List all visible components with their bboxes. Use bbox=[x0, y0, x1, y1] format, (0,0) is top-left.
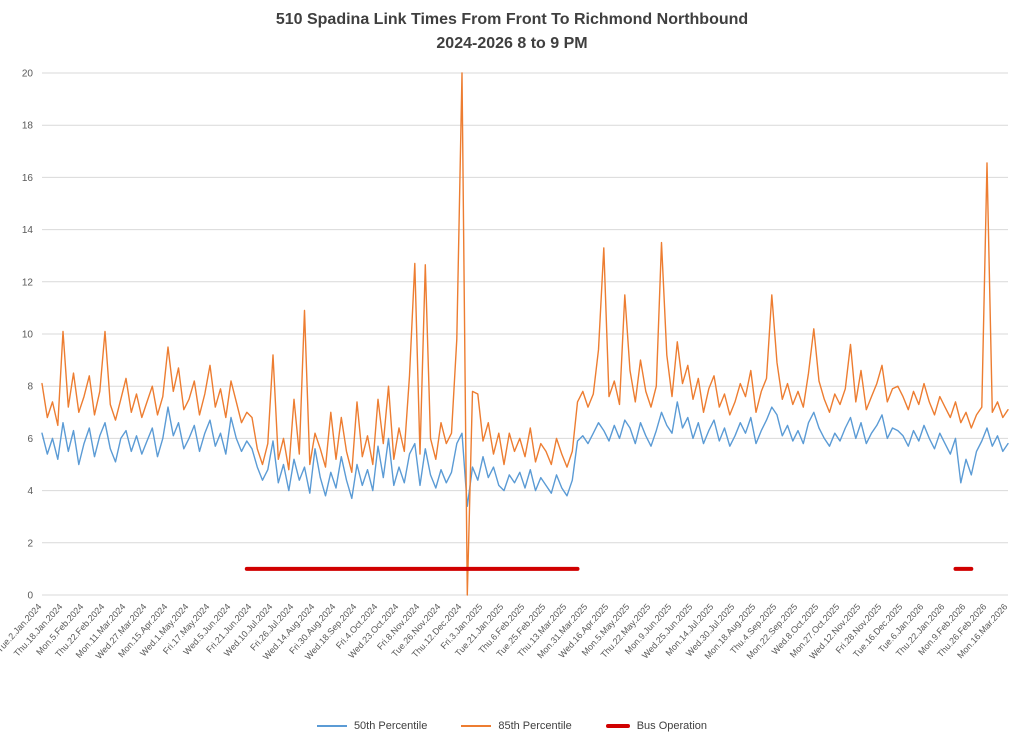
legend-line-sample-85th-percentile bbox=[461, 724, 492, 727]
series-line-50th-percentile bbox=[41, 401, 1009, 507]
legend-line-sample-50th-percentile bbox=[316, 724, 347, 727]
line-chart: 02468101214161820Tue.2.Jan.2024Thu.18.Ja… bbox=[0, 69, 1009, 662]
chart-title: 510 Spadina Link Times From Front To Ric… bbox=[275, 11, 749, 28]
y-axis-tick-label: 12 bbox=[22, 277, 34, 288]
y-axis-tick-label: 16 bbox=[22, 173, 34, 184]
chart-legend: 50th Percentile 85th Percentile Bus Oper… bbox=[0, 710, 1024, 741]
legend-item-bus-operation: Bus Operation bbox=[605, 719, 708, 732]
legend-label-bus-operation: Bus Operation bbox=[636, 719, 708, 732]
series-line-85th-percentile bbox=[41, 72, 1009, 596]
y-axis-tick-label: 18 bbox=[22, 121, 34, 132]
legend-line-sample-bus-operation bbox=[605, 723, 630, 728]
y-axis-tick-label: 8 bbox=[27, 382, 33, 393]
chart-subtitle: 2024-2026 8 to 9 PM bbox=[436, 35, 588, 52]
y-axis-tick-label: 2 bbox=[27, 538, 33, 549]
legend-label-85th-percentile: 85th Percentile bbox=[498, 719, 572, 732]
y-axis-tick-label: 10 bbox=[22, 330, 34, 341]
y-axis-tick-label: 20 bbox=[22, 69, 34, 80]
chart-title-block: 510 Spadina Link Times From Front To Ric… bbox=[0, 0, 1024, 58]
legend-item-50th-percentile: 50th Percentile bbox=[316, 719, 428, 732]
legend-item-85th-percentile: 85th Percentile bbox=[461, 719, 572, 732]
legend-label-50th-percentile: 50th Percentile bbox=[353, 719, 428, 732]
y-axis-tick-label: 14 bbox=[22, 225, 34, 236]
y-axis-tick-label: 6 bbox=[27, 434, 33, 445]
y-axis-tick-label: 4 bbox=[27, 486, 33, 497]
y-axis-tick-label: 0 bbox=[27, 591, 33, 602]
